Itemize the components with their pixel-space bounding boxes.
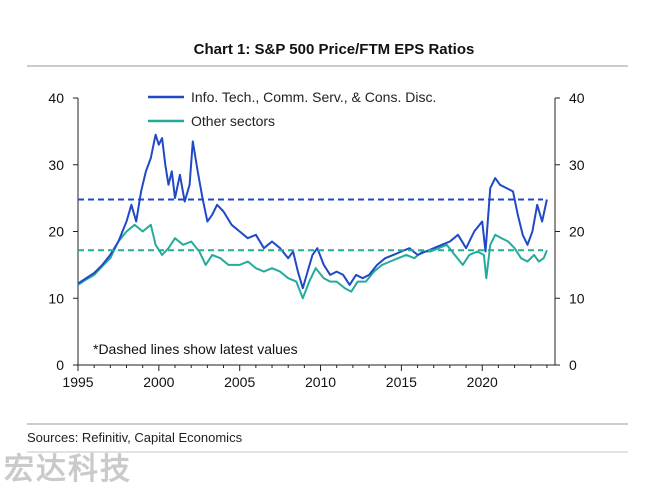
y-tick-label-right: 10 xyxy=(569,290,585,306)
y-tick-label-left: 20 xyxy=(48,224,64,240)
chart-title: Chart 1: S&P 500 Price/FTM EPS Ratios xyxy=(193,41,475,58)
x-tick-label: 2010 xyxy=(305,374,336,390)
y-tick-label-left: 40 xyxy=(48,90,64,106)
series-line xyxy=(77,223,548,300)
y-tick-label-left: 10 xyxy=(48,290,64,306)
lines-layer xyxy=(77,133,548,300)
y-tick-label-left: 0 xyxy=(56,357,64,373)
series-line xyxy=(77,133,548,290)
x-tick-label: 2000 xyxy=(143,374,174,390)
legend-label: Other sectors xyxy=(191,113,275,129)
watermark-logo: 宏达科技 xyxy=(4,452,132,487)
legend-label: Info. Tech., Comm. Serv., & Cons. Disc. xyxy=(191,89,436,105)
x-tick-label: 2020 xyxy=(467,374,498,390)
y-tick-label-right: 30 xyxy=(569,157,585,173)
legend: Info. Tech., Comm. Serv., & Cons. Disc. O… xyxy=(148,89,436,129)
x-tick-label: 1995 xyxy=(62,374,93,390)
x-tick-label: 2015 xyxy=(386,374,417,390)
x-tick-label: 2005 xyxy=(224,374,255,390)
y-tick-label-right: 0 xyxy=(569,357,577,373)
y-tick-label-right: 40 xyxy=(569,90,585,106)
y-tick-label-right: 20 xyxy=(569,224,585,240)
chart-annotation: *Dashed lines show latest values xyxy=(93,341,298,357)
source-note: Sources: Refinitiv, Capital Economics xyxy=(27,430,243,445)
y-tick-label-left: 30 xyxy=(48,157,64,173)
